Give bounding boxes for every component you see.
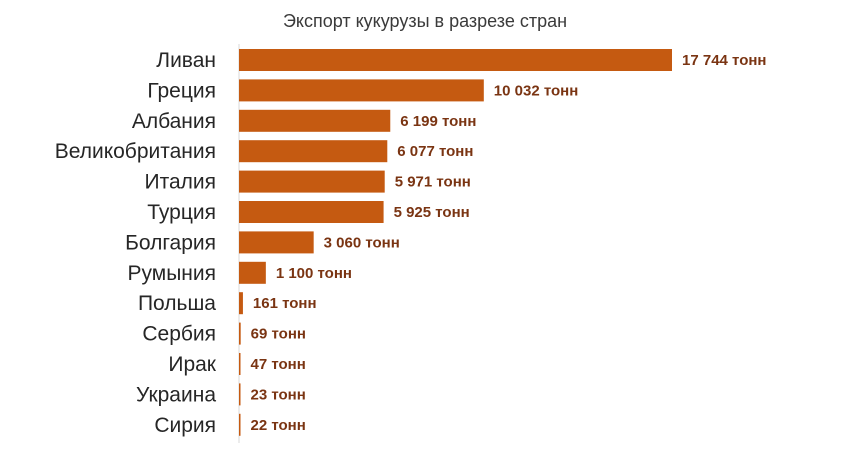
- data-label: 17 744 тонн: [682, 52, 766, 69]
- category-label: Турция: [147, 201, 216, 224]
- bar: [239, 383, 241, 406]
- bar: [239, 292, 243, 315]
- category-label: Сирия: [154, 414, 216, 437]
- data-label: 3 060 тонн: [324, 234, 400, 251]
- chart-title: Экспорт кукурузы в разрезе стран: [282, 11, 568, 31]
- category-label: Албания: [132, 110, 216, 133]
- data-label: 161 тонн: [253, 295, 317, 312]
- category-label: Румыния: [127, 262, 216, 285]
- data-label: 5 925 тонн: [394, 204, 470, 221]
- data-label: 23 тонн: [251, 386, 306, 403]
- data-label: 47 тонн: [251, 356, 306, 373]
- bar: [239, 109, 391, 132]
- bar: [239, 413, 241, 436]
- data-label: 6 077 тонн: [397, 143, 473, 160]
- data-label: 1 100 тонн: [276, 265, 352, 282]
- category-label: Ливан: [156, 49, 216, 72]
- category-label: Болгария: [125, 231, 216, 254]
- bar: [239, 170, 385, 193]
- data-label: 6 199 тонн: [400, 113, 476, 130]
- bar: [239, 353, 241, 375]
- data-label: 5 971 тонн: [395, 174, 471, 191]
- category-label: Италия: [144, 171, 216, 194]
- category-label: Великобритания: [55, 140, 216, 163]
- category-label: Польша: [138, 292, 216, 315]
- category-label: Греция: [147, 79, 216, 102]
- category-label: Украина: [136, 383, 216, 406]
- data-label: 22 тонн: [251, 417, 306, 434]
- data-label: 69 тонн: [251, 326, 306, 343]
- bar: [239, 261, 266, 284]
- data-label: 10 032 тонн: [494, 82, 578, 99]
- bar: [239, 49, 672, 71]
- bar: [239, 322, 241, 345]
- bar: [239, 79, 484, 102]
- bar: [239, 140, 388, 163]
- bar: [239, 201, 384, 223]
- bar: [239, 231, 314, 254]
- category-label: Ирак: [168, 353, 216, 376]
- category-label: Сербия: [142, 323, 216, 346]
